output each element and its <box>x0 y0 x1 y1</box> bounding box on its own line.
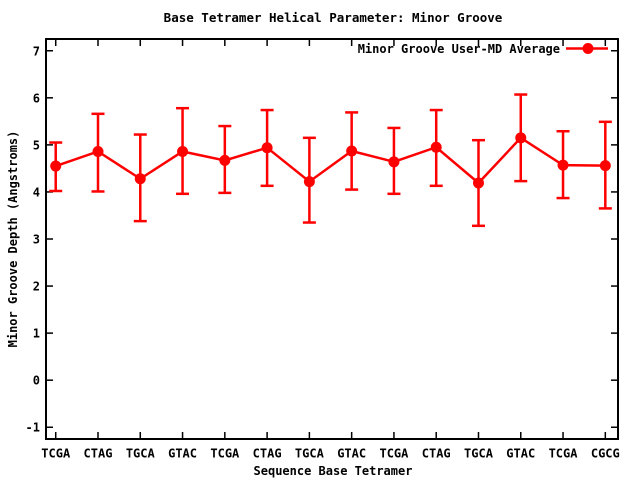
data-point <box>346 145 358 157</box>
x-tick-label: TCGA <box>210 447 240 461</box>
y-tick-label: 0 <box>33 374 40 388</box>
data-point <box>134 173 146 185</box>
data-point <box>303 176 315 188</box>
legend: Minor Groove User-MD Average <box>358 42 608 56</box>
y-tick-label: 4 <box>33 185 40 199</box>
y-tick-label: 5 <box>33 138 40 152</box>
chart-title: Base Tetramer Helical Parameter: Minor G… <box>164 10 503 25</box>
data-point <box>557 159 569 171</box>
x-tick-label: GTAC <box>337 447 366 461</box>
x-tick-label: TGCA <box>464 447 494 461</box>
data-point <box>388 156 400 168</box>
axes: -1 0 1 2 3 4 5 6 7 TCGA CTAG TGCA GTAC TCGA CTAG TGCA GT… <box>26 38 620 461</box>
legend-marker <box>582 43 594 54</box>
x-tick-label: TGCA <box>295 447 325 461</box>
data-point <box>219 154 231 166</box>
data-point <box>92 145 104 157</box>
x-tick-label: CTAG <box>422 447 451 461</box>
x-tick-label: TCGA <box>549 447 579 461</box>
x-tick-label: GTAC <box>168 447 197 461</box>
x-tick-label: GTAC <box>506 447 535 461</box>
data-point <box>261 142 273 154</box>
y-axis-label: Minor Groove Depth (Angstroms) <box>6 131 20 348</box>
data-series <box>49 93 612 228</box>
y-tick-label: 7 <box>33 44 40 58</box>
x-tick-label: CTAG <box>84 447 113 461</box>
y-tick-label: 3 <box>33 233 40 247</box>
series-line <box>55 136 606 185</box>
x-tick-label: TCGA <box>379 447 409 461</box>
data-point <box>472 177 484 189</box>
x-tick-label: CGCG <box>591 447 620 461</box>
legend-label: Minor Groove User-MD Average <box>358 42 560 56</box>
data-point <box>177 145 189 157</box>
y-tick-label: -1 <box>26 421 40 435</box>
x-axis-label: Sequence Base Tetramer <box>254 464 413 478</box>
data-point <box>599 160 611 172</box>
x-tick-label: TGCA <box>126 447 156 461</box>
data-point <box>430 141 442 153</box>
x-tick-label: TCGA <box>41 447 71 461</box>
y-tick-label: 6 <box>33 91 40 105</box>
plot-border <box>45 38 619 440</box>
y-tick-label: 1 <box>33 327 40 341</box>
data-point <box>515 132 527 144</box>
data-point <box>50 160 62 172</box>
y-tick-label: 2 <box>33 280 40 294</box>
x-tick-label: CTAG <box>253 447 282 461</box>
